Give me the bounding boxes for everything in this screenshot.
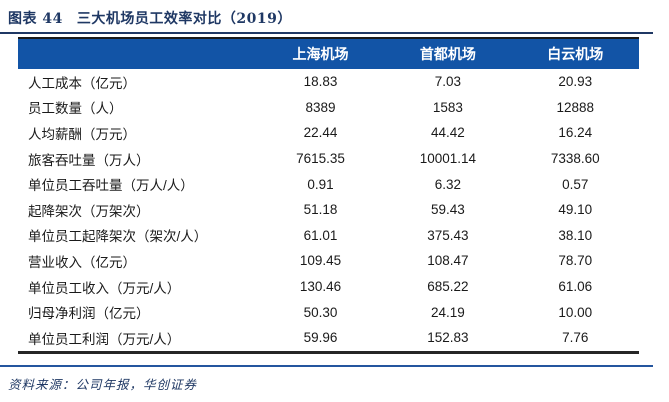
value-cell: 61.06 — [511, 273, 639, 300]
row-label: 单位员工收入（万元/人） — [18, 273, 257, 300]
table-row: 人均薪酬（万元） 22.44 44.42 16.24 — [18, 120, 639, 146]
figure-caption: 图表 44 三大机场员工效率对比（2019） — [8, 8, 292, 28]
row-label: 单位员工吞吐量（万人/人） — [18, 171, 257, 197]
value-cell: 10001.14 — [384, 145, 512, 172]
source-divider-rule — [0, 365, 653, 367]
value-cell: 20.93 — [511, 69, 639, 95]
row-label: 人均薪酬（万元） — [18, 120, 257, 146]
row-label: 单位员工利润（万元/人） — [18, 324, 257, 353]
table-row: 营业收入（亿元） 109.45 108.47 78.70 — [18, 248, 639, 274]
value-cell: 24.19 — [384, 299, 512, 325]
value-cell: 38.10 — [511, 222, 639, 249]
value-cell: 7338.60 — [511, 145, 639, 172]
value-cell: 0.57 — [511, 171, 639, 197]
value-cell: 7.76 — [511, 324, 639, 353]
value-cell: 130.46 — [256, 273, 385, 300]
table-body: 人工成本（亿元） 18.83 7.03 20.93 员工数量（人） 8389 1583 128… — [18, 69, 639, 353]
row-label: 员工数量（人） — [18, 94, 257, 121]
value-cell: 78.70 — [511, 248, 639, 274]
value-cell: 61.01 — [256, 222, 385, 249]
airport-efficiency-table: 上海机场 首都机场 白云机场 人工成本（亿元） 18.83 7.03 20.93 员工数量（… — [18, 37, 639, 354]
row-label: 起降架次（万架次） — [18, 196, 257, 223]
value-cell: 1583 — [384, 94, 512, 121]
value-cell: 6.32 — [384, 171, 512, 197]
value-cell: 109.45 — [256, 248, 385, 274]
source-note: 资料来源：公司年报，华创证券 — [8, 377, 198, 392]
caption-underline-rule — [0, 32, 653, 34]
header-cell-airport: 首都机场 — [384, 38, 512, 69]
value-cell: 18.83 — [256, 69, 385, 95]
row-label: 单位员工起降架次（架次/人） — [18, 222, 257, 249]
value-cell: 8389 — [256, 94, 385, 121]
value-cell: 685.22 — [384, 273, 512, 300]
table-row: 起降架次（万架次） 51.18 59.43 49.10 — [18, 196, 639, 223]
table-row: 归母净利润（亿元） 50.30 24.19 10.00 — [18, 299, 639, 325]
figure-caption-label: 图表 44 — [8, 11, 63, 27]
table-row: 单位员工起降架次（架次/人） 61.01 375.43 38.10 — [18, 222, 639, 249]
value-cell: 10.00 — [511, 299, 639, 325]
table-row: 旅客吞吐量（万人） 7615.35 10001.14 7338.60 — [18, 145, 639, 172]
value-cell: 7.03 — [384, 69, 512, 95]
value-cell: 59.43 — [384, 196, 512, 223]
value-cell: 16.24 — [511, 120, 639, 146]
table-row: 人工成本（亿元） 18.83 7.03 20.93 — [18, 69, 639, 95]
table-row: 单位员工收入（万元/人） 130.46 685.22 61.06 — [18, 273, 639, 300]
row-label: 归母净利润（亿元） — [18, 299, 257, 325]
value-cell: 49.10 — [511, 196, 639, 223]
value-cell: 108.47 — [384, 248, 512, 274]
table-row: 员工数量（人） 8389 1583 12888 — [18, 94, 639, 121]
value-cell: 51.18 — [256, 196, 385, 223]
figure-caption-title: 三大机场员工效率对比（2019） — [76, 11, 292, 27]
value-cell: 12888 — [511, 94, 639, 121]
value-cell: 50.30 — [256, 299, 385, 325]
value-cell: 375.43 — [384, 222, 512, 249]
value-cell: 0.91 — [256, 171, 385, 197]
header-cell-airport: 上海机场 — [256, 38, 385, 69]
value-cell: 22.44 — [256, 120, 385, 146]
table-row: 单位员工吞吐量（万人/人） 0.91 6.32 0.57 — [18, 171, 639, 197]
table-header-row: 上海机场 首都机场 白云机场 — [18, 38, 639, 69]
value-cell: 152.83 — [384, 324, 512, 353]
value-cell: 7615.35 — [256, 145, 385, 172]
row-label: 营业收入（亿元） — [18, 248, 257, 274]
table-row: 单位员工利润（万元/人） 59.96 152.83 7.76 — [18, 324, 639, 353]
row-label: 人工成本（亿元） — [18, 69, 257, 95]
value-cell: 44.42 — [384, 120, 512, 146]
value-cell: 59.96 — [256, 324, 385, 353]
header-cell-airport: 白云机场 — [511, 38, 639, 69]
row-label: 旅客吞吐量（万人） — [18, 145, 257, 172]
header-cell-empty — [18, 38, 257, 69]
